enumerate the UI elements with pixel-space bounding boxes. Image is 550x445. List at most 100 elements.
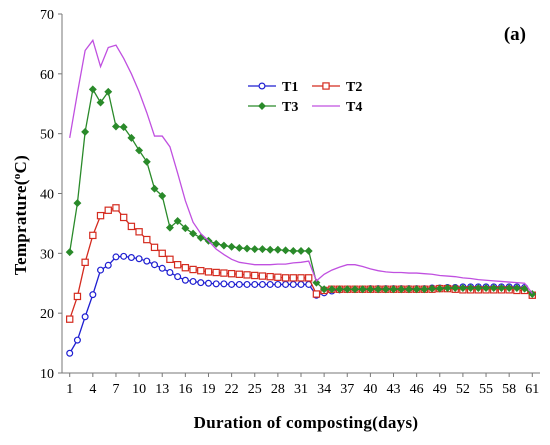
axes-group [61,14,540,374]
data-point-t3 [219,241,228,250]
data-point-t3 [381,285,390,294]
y-tick-label: 10 [40,367,54,382]
data-point-t3 [435,284,444,293]
data-point-t1 [274,280,282,288]
data-point-t1 [81,313,89,321]
data-point-legend-t3 [258,102,266,110]
data-point-t3 [142,157,151,166]
data-point-t3 [458,284,467,293]
data-point-t1 [89,291,97,299]
data-point-t2 [220,269,228,277]
data-point-t3 [397,285,406,294]
data-point-t2 [135,228,143,236]
data-point-t3 [304,246,313,255]
x-tick-label: 55 [479,382,493,397]
data-point-t3 [65,248,74,257]
y-axis-title-unit: C) [11,155,30,174]
data-point-t1 [151,261,159,269]
data-point-t2 [89,231,97,240]
series-line-t4 [69,38,533,294]
x-tick-label: 31 [294,382,308,397]
data-point-t2 [274,273,282,281]
x-tick-label: 19 [201,382,215,397]
data-point-t2 [258,272,267,280]
data-point-t1 [73,336,81,344]
data-point-t3 [189,229,198,238]
data-point-t2 [189,265,197,274]
ticks-group: 10 20 30 40 50 60 70 1 4 7 10 13 16 19 22 25 28 31 34 37 40 4… [40,8,539,397]
data-point-t1 [166,268,174,276]
data-point-t3 [420,285,429,294]
x-tick-label: 43 [387,382,401,397]
data-point-t3 [466,284,475,293]
data-point-t3 [528,290,537,298]
legend-item-t4: T4 [312,100,362,115]
series-t2 [66,204,536,323]
data-point-t2 [243,271,251,279]
series-line-t2 [69,207,533,320]
y-axis-title: Temprature(oC) [11,155,30,275]
data-point-t3 [181,224,190,233]
data-point-t3 [196,233,205,242]
data-point-t3 [150,184,159,193]
data-point-t3 [327,285,336,294]
data-point-t3 [289,246,298,255]
data-point-t3 [173,217,182,225]
data-point-t1 [127,254,135,262]
y-axis-title-degree: o [11,173,23,179]
data-point-t1 [181,276,189,284]
data-point-t2 [81,258,89,267]
data-point-t1 [282,280,290,288]
data-point-t1 [251,280,259,288]
data-point-t3 [482,284,490,293]
data-point-t3 [119,123,128,132]
data-point-t1 [112,253,120,261]
x-tick-label: 37 [340,382,354,397]
legend-label: T4 [346,100,362,115]
legend-item-t3: T3 [248,100,298,115]
y-tick-label: 70 [40,8,54,23]
data-point-t1 [66,349,74,357]
data-point-t3 [227,242,236,251]
data-point-t3 [312,278,321,287]
data-point-t3 [165,223,174,232]
data-point-t3 [335,285,344,294]
data-point-t2 [104,206,112,214]
x-tick-label: 61 [525,382,539,397]
data-point-t2 [197,266,205,275]
data-point-t3 [320,285,329,294]
data-point-legend-t2 [322,82,330,90]
series-t4 [69,38,533,294]
data-point-t2 [266,272,274,281]
data-point-t1 [204,279,212,287]
x-tick-label: 40 [363,382,377,397]
data-point-t3 [212,239,221,248]
data-point-t2 [289,274,297,282]
data-point-t1 [228,280,236,288]
data-point-t1 [289,280,297,288]
data-point-t3 [474,284,483,293]
data-point-t2 [204,268,213,276]
data-point-t2 [212,268,220,277]
data-point-t1 [135,255,143,263]
data-point-t3 [266,245,275,254]
data-point-t1 [220,280,228,288]
data-point-t2 [127,222,136,231]
data-point-t2 [96,211,105,220]
data-point-t1 [174,273,182,281]
data-point-t3 [112,122,120,131]
series-group [65,38,537,357]
data-point-t3 [343,285,352,294]
data-point-t1 [104,261,112,269]
data-point-t3 [443,284,452,293]
series-t1 [66,252,536,357]
data-point-t3 [497,284,506,293]
data-point-t2 [166,255,174,264]
data-point-t3 [158,191,167,200]
x-tick-label: 13 [155,382,169,397]
data-point-t3 [358,285,367,294]
data-point-t2 [305,274,313,282]
y-tick-label: 60 [40,68,54,83]
data-point-t3 [489,284,498,293]
